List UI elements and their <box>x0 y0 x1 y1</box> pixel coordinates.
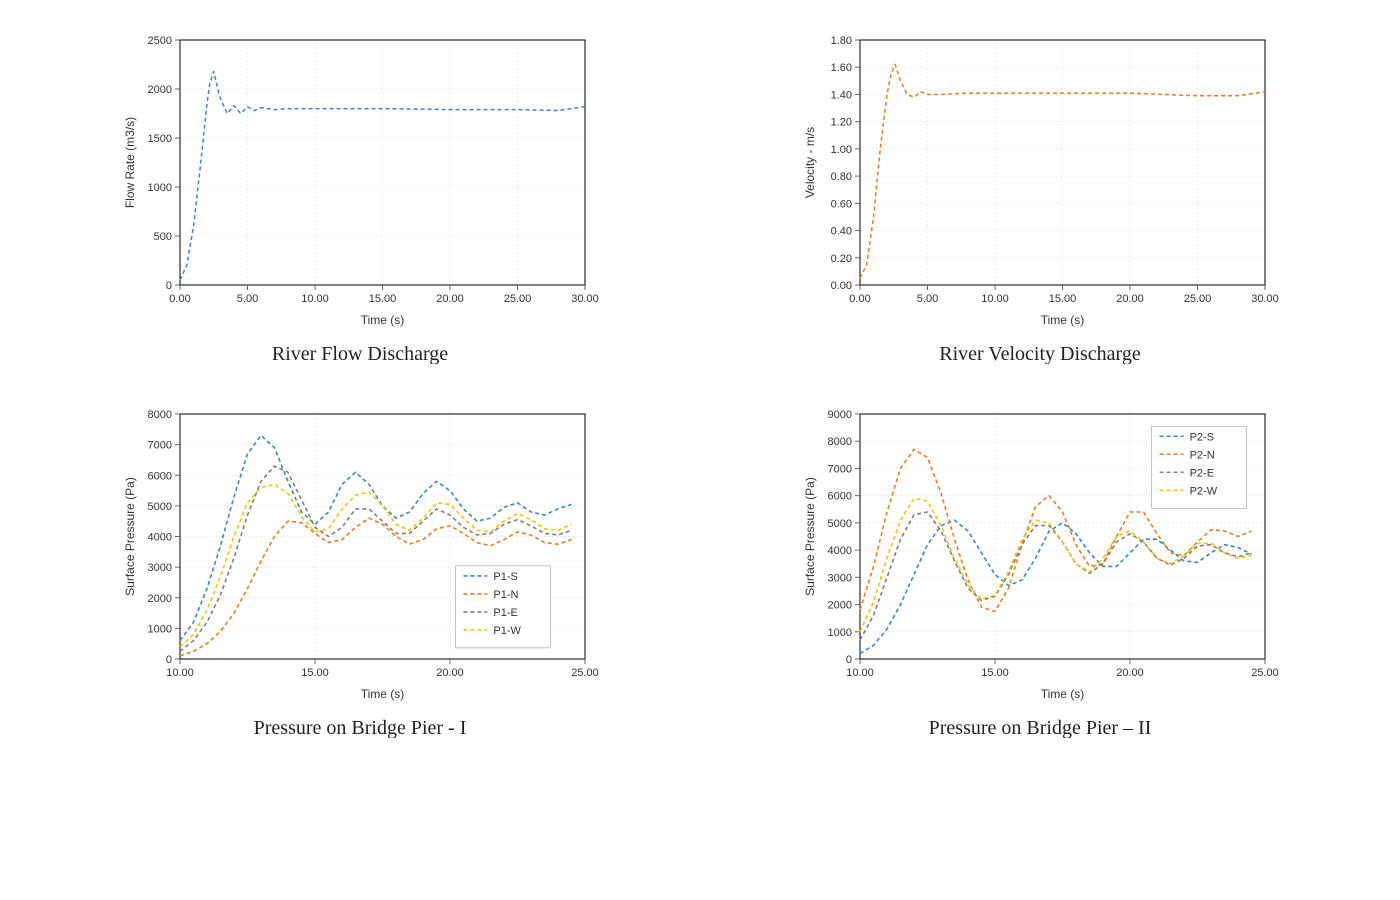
svg-text:0.20: 0.20 <box>831 253 852 265</box>
svg-text:1500: 1500 <box>148 133 172 145</box>
svg-text:9000: 9000 <box>828 409 852 421</box>
svg-text:P1-W: P1-W <box>493 625 521 637</box>
svg-text:0: 0 <box>166 654 172 666</box>
svg-text:Time (s): Time (s) <box>361 687 405 701</box>
svg-text:3000: 3000 <box>148 562 172 574</box>
svg-text:1.40: 1.40 <box>831 89 852 101</box>
svg-text:2500: 2500 <box>148 35 172 47</box>
svg-text:10.00: 10.00 <box>166 667 194 679</box>
svg-text:P2-E: P2-E <box>1190 467 1214 479</box>
svg-text:6000: 6000 <box>148 470 172 482</box>
svg-text:P1-E: P1-E <box>493 607 517 619</box>
svg-text:10.00: 10.00 <box>846 667 874 679</box>
svg-text:10.00: 10.00 <box>301 293 329 305</box>
svg-text:20.00: 20.00 <box>1116 667 1144 679</box>
pier1-chart: 10.00 15.00 20.00 25.00 0 1000 2000 3000 4000 500… <box>120 404 600 704</box>
svg-text:5.00: 5.00 <box>917 293 938 305</box>
svg-text:1.00: 1.00 <box>831 144 852 156</box>
svg-text:4000: 4000 <box>828 545 852 557</box>
svg-text:Surface Pressure (Pa): Surface Pressure (Pa) <box>803 477 817 596</box>
svg-text:Surface Pressure (Pa): Surface Pressure (Pa) <box>123 477 137 596</box>
svg-text:1000: 1000 <box>828 627 852 639</box>
svg-text:10.00: 10.00 <box>981 293 1009 305</box>
svg-text:Time (s): Time (s) <box>1041 687 1085 701</box>
svg-text:15.00: 15.00 <box>981 667 1009 679</box>
panel-pier1: 10.00 15.00 20.00 25.00 0 1000 2000 3000 4000 500… <box>60 404 660 738</box>
svg-text:0.60: 0.60 <box>831 198 852 210</box>
svg-text:20.00: 20.00 <box>436 667 464 679</box>
legend: P1-S P1-N P1-E P1-W <box>455 566 550 648</box>
svg-text:Time (s): Time (s) <box>361 313 405 327</box>
svg-text:Velocity - m/s: Velocity - m/s <box>803 127 817 198</box>
svg-text:30.00: 30.00 <box>1251 293 1279 305</box>
svg-text:500: 500 <box>154 231 172 243</box>
svg-text:1.80: 1.80 <box>831 35 852 47</box>
svg-text:Time (s): Time (s) <box>1041 313 1085 327</box>
svg-text:5000: 5000 <box>828 518 852 530</box>
panel-pier2: 10.00 15.00 20.00 25.00 0 1000 2000 3000 4000 500… <box>740 404 1340 738</box>
pier2-chart: 10.00 15.00 20.00 25.00 0 1000 2000 3000 4000 500… <box>800 404 1280 704</box>
svg-text:3000: 3000 <box>828 572 852 584</box>
svg-text:P2-S: P2-S <box>1190 431 1214 443</box>
svg-text:30.00: 30.00 <box>571 293 599 305</box>
svg-text:25.00: 25.00 <box>1251 667 1279 679</box>
svg-text:1.60: 1.60 <box>831 62 852 74</box>
flow-rate-chart: 0.00 5.00 10.00 15.00 20.00 25.00 30.00 0 500 100… <box>120 30 600 330</box>
svg-text:0.00: 0.00 <box>849 293 870 305</box>
svg-text:2000: 2000 <box>828 600 852 612</box>
svg-text:P2-N: P2-N <box>1190 449 1215 461</box>
svg-text:P2-W: P2-W <box>1190 485 1218 497</box>
svg-text:0.80: 0.80 <box>831 171 852 183</box>
chart-grid: 0.00 5.00 10.00 15.00 20.00 25.00 30.00 0 500 100… <box>60 30 1340 738</box>
svg-text:1000: 1000 <box>148 182 172 194</box>
svg-text:25.00: 25.00 <box>1184 293 1212 305</box>
svg-text:20.00: 20.00 <box>436 293 464 305</box>
svg-text:15.00: 15.00 <box>301 667 329 679</box>
svg-text:15.00: 15.00 <box>369 293 397 305</box>
series-P2-S <box>860 520 1252 653</box>
svg-text:1000: 1000 <box>148 623 172 635</box>
panel-velocity: 0.00 5.00 10.00 15.00 20.00 25.00 30.00 0.00 0.2… <box>740 30 1340 364</box>
svg-text:4000: 4000 <box>148 532 172 544</box>
svg-text:1.20: 1.20 <box>831 117 852 129</box>
svg-text:0: 0 <box>166 280 172 292</box>
svg-text:0.00: 0.00 <box>169 293 190 305</box>
caption-velocity: River Velocity Discharge <box>939 340 1140 364</box>
svg-text:2000: 2000 <box>148 593 172 605</box>
svg-text:7000: 7000 <box>828 463 852 475</box>
caption-pier1: Pressure on Bridge Pier - I <box>254 714 467 738</box>
svg-text:P1-S: P1-S <box>493 571 517 583</box>
svg-text:25.00: 25.00 <box>504 293 532 305</box>
svg-text:25.00: 25.00 <box>571 667 599 679</box>
svg-text:0: 0 <box>846 654 852 666</box>
svg-text:0.40: 0.40 <box>831 226 852 238</box>
svg-text:15.00: 15.00 <box>1049 293 1077 305</box>
caption-pier2: Pressure on Bridge Pier – II <box>929 714 1152 738</box>
svg-text:20.00: 20.00 <box>1116 293 1144 305</box>
panel-flow: 0.00 5.00 10.00 15.00 20.00 25.00 30.00 0 500 100… <box>60 30 660 364</box>
svg-text:0.00: 0.00 <box>831 280 852 292</box>
caption-flow: River Flow Discharge <box>272 340 448 364</box>
svg-text:P1-N: P1-N <box>493 589 518 601</box>
velocity-chart: 0.00 5.00 10.00 15.00 20.00 25.00 30.00 0.00 0.2… <box>800 30 1280 330</box>
svg-text:5.00: 5.00 <box>237 293 258 305</box>
svg-text:8000: 8000 <box>828 436 852 448</box>
svg-text:7000: 7000 <box>148 440 172 452</box>
svg-text:Flow Rate (m3/s): Flow Rate (m3/s) <box>123 117 137 208</box>
svg-text:2000: 2000 <box>148 84 172 96</box>
svg-text:6000: 6000 <box>828 491 852 503</box>
svg-text:5000: 5000 <box>148 501 172 513</box>
legend: P2-S P2-N P2-E P2-W <box>1152 426 1247 508</box>
svg-text:8000: 8000 <box>148 409 172 421</box>
